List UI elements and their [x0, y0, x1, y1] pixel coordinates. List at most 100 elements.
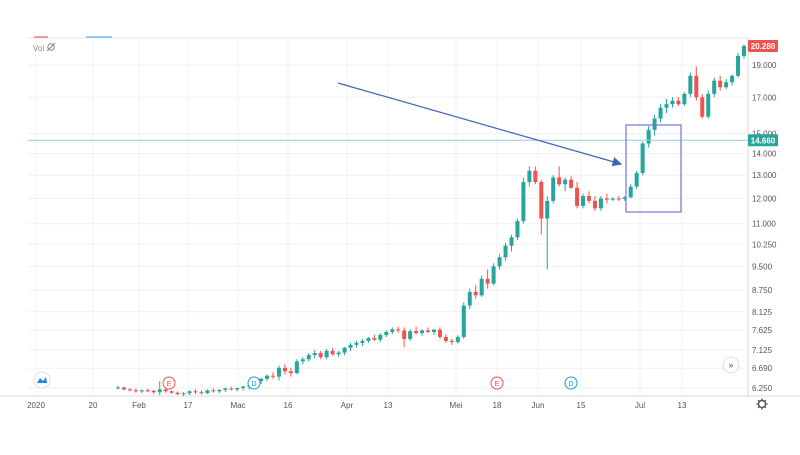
candle-body [521, 181, 526, 222]
x-tick-label: Mei [450, 401, 463, 410]
candle-body [640, 143, 645, 173]
candle-body [414, 331, 419, 334]
candle-body [515, 221, 520, 238]
candle-body [390, 329, 395, 332]
candle-body [628, 186, 633, 198]
x-tick-label: 17 [184, 401, 193, 410]
scroll-right-label: » [728, 360, 733, 370]
candle-body [467, 291, 472, 306]
x-tick-label: 2020 [27, 401, 45, 410]
candle-body [497, 257, 502, 267]
candle-body [348, 344, 353, 348]
candle-body [736, 55, 741, 76]
candle-body [217, 389, 222, 392]
candle-body [384, 331, 389, 336]
candle-body [557, 177, 562, 185]
candle-body [151, 390, 156, 393]
y-tick-label: 13.000 [752, 171, 777, 180]
candle-body [503, 245, 508, 258]
candle-body [378, 335, 383, 340]
y-tick-label: 14.000 [752, 150, 777, 159]
event-marker[interactable] [564, 376, 578, 390]
candle-body [342, 347, 347, 353]
x-tick-label: 20 [89, 401, 98, 410]
candle-body [271, 375, 276, 377]
time-axis: 2020 20 Feb 17 Mac 16 Apr 13 Mei 18 Jun 15 Jul 13 [27, 401, 687, 410]
candle-body [163, 389, 168, 392]
y-tick-label: 9.500 [752, 262, 773, 271]
x-tick-label: 16 [284, 401, 293, 410]
candle-body [652, 118, 657, 130]
y-tick-label: 11.000 [752, 220, 776, 229]
candle-body [408, 331, 413, 339]
candle-body [211, 390, 216, 392]
event-marker[interactable] [490, 376, 504, 390]
candle-body [575, 187, 580, 206]
candle-body [431, 329, 436, 332]
gear-tooth [763, 399, 767, 403]
candle-body [259, 378, 264, 382]
gear-icon[interactable] [756, 398, 768, 410]
last-price-label-bg [748, 40, 778, 52]
candle-body [551, 177, 556, 201]
candle-body [139, 390, 144, 392]
candle-body [563, 179, 568, 185]
candle-body [700, 97, 705, 117]
y-tick-label: 6.690 [752, 364, 773, 373]
candle-body [449, 340, 454, 343]
eye-off-icon [46, 42, 56, 52]
candle-body [682, 93, 687, 105]
crosshair-price-label: 14.660 [751, 136, 776, 145]
candle-body [282, 367, 287, 372]
y-tick-label: 12.000 [752, 194, 777, 203]
candle-body [265, 375, 270, 379]
candle-body [485, 278, 490, 284]
last-price-label: 20.280 [751, 42, 776, 51]
candle-body [718, 80, 723, 88]
candle-body [533, 170, 538, 182]
scroll-right-button[interactable]: » [722, 356, 740, 374]
candle-body [312, 353, 317, 356]
y-tick-label: 8.125 [752, 308, 773, 317]
price-axis: 19.000 17.000 15.000 14.000 13.000 12.000 11.0… [752, 61, 777, 393]
candles-group [116, 44, 746, 397]
candle-body [569, 179, 574, 188]
gear-tooth [757, 405, 761, 409]
candle-body [664, 104, 669, 108]
candle-body [396, 329, 401, 331]
candle-body [294, 361, 299, 374]
event-marker[interactable] [162, 376, 176, 390]
candle-body [598, 198, 603, 209]
candle-body [402, 330, 407, 339]
event-marker[interactable] [247, 376, 261, 390]
candle-body [730, 75, 735, 83]
candle-body [306, 355, 311, 360]
candle-body [330, 350, 335, 355]
y-tick-label: 7.125 [752, 346, 773, 355]
candle-body [724, 82, 729, 88]
tradingview-logo-icon[interactable] [33, 371, 51, 389]
candle-body [706, 93, 711, 117]
logo-mark [37, 377, 47, 383]
candle-body [610, 198, 615, 200]
candle-body [187, 391, 192, 394]
x-tick-label: Apr [341, 401, 354, 410]
vol-label: Vol [33, 44, 44, 53]
x-tick-label: 15 [577, 401, 586, 410]
y-tick-label: 8.750 [752, 286, 773, 295]
candle-body [622, 197, 627, 199]
candle-body [366, 338, 371, 341]
candle-body [539, 181, 544, 219]
candle-body [646, 129, 651, 144]
candle-body [509, 237, 514, 246]
candle-body [336, 352, 341, 355]
x-tick-label: 13 [678, 401, 687, 410]
candle-body [676, 100, 681, 105]
gear-tooth [757, 399, 761, 403]
candle-body [586, 196, 591, 201]
event-marker-label: D [568, 381, 573, 388]
candle-body [688, 75, 693, 94]
candle-body [545, 200, 550, 219]
